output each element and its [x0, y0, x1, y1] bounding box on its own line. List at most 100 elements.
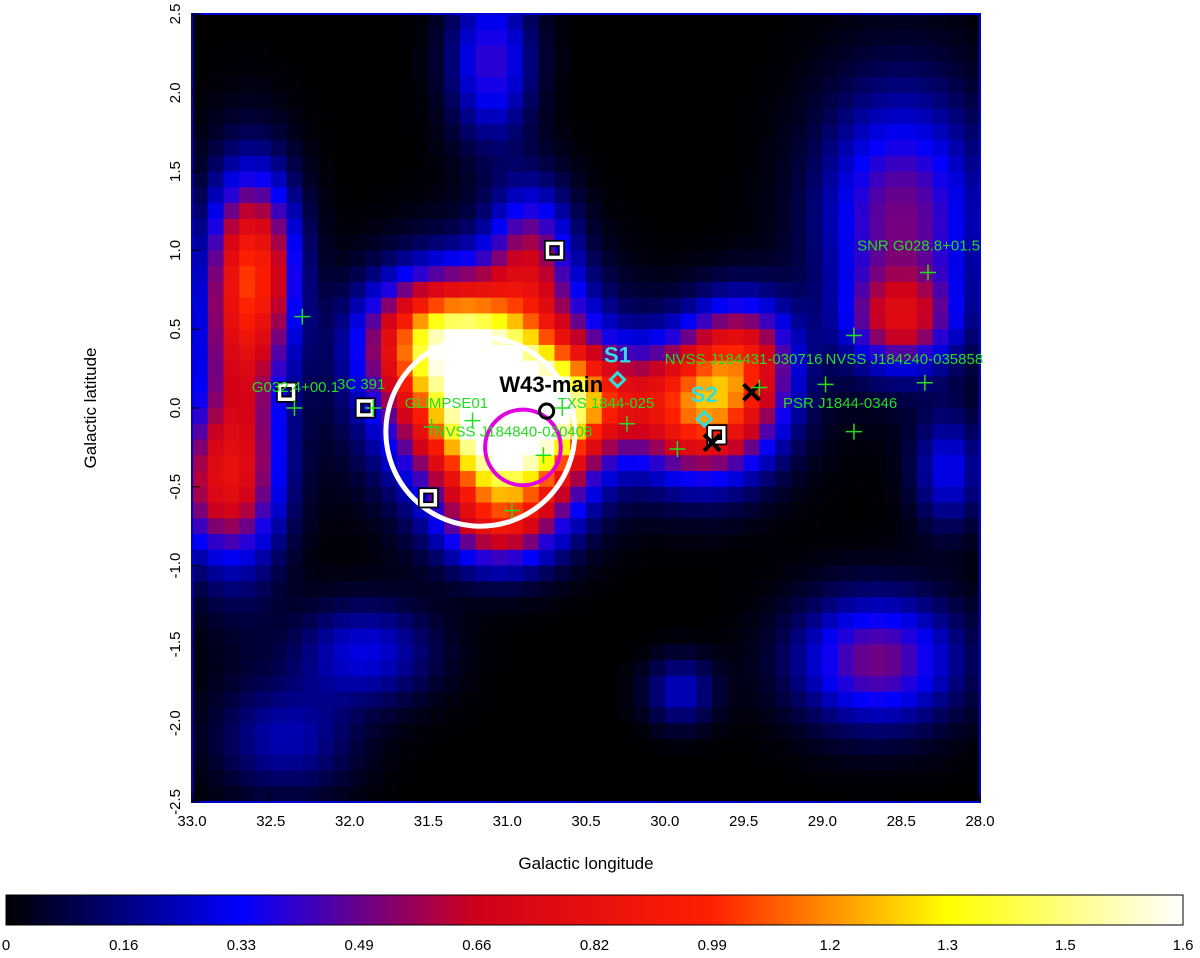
heatmap-cell [743, 187, 760, 204]
heatmap-cell [916, 738, 934, 756]
heatmap-cell [838, 770, 855, 787]
heatmap-cell [901, 423, 918, 441]
heatmap-cell [822, 14, 839, 31]
heatmap-cell [586, 565, 603, 582]
heatmap-cell [775, 612, 792, 630]
heatmap-cell [932, 108, 950, 125]
heatmap-cell [522, 61, 540, 78]
heatmap-cell [932, 376, 950, 393]
heatmap-cell [255, 423, 272, 441]
heatmap-cell [522, 644, 540, 661]
heatmap-cell [570, 597, 587, 614]
heatmap-cell [570, 628, 587, 645]
heatmap-cell [901, 313, 918, 330]
heatmap-cell [286, 408, 303, 425]
heatmap-cell [759, 707, 776, 724]
heatmap-cell [365, 549, 382, 567]
heatmap-cell [396, 675, 414, 693]
heatmap-cell [365, 691, 382, 709]
heatmap-cell [333, 124, 351, 141]
heatmap-cell [664, 203, 682, 220]
heatmap-cell [932, 234, 950, 251]
heatmap-cell [649, 281, 666, 299]
heatmap-cell [948, 92, 965, 110]
heatmap-cell [869, 408, 887, 425]
heatmap-cell [759, 297, 776, 315]
heatmap-cell [507, 250, 524, 267]
heatmap-cell [554, 518, 571, 535]
heatmap-cell [286, 14, 303, 31]
heatmap-cell [759, 486, 776, 504]
heatmap-cell [239, 250, 256, 267]
heatmap-cell [239, 266, 256, 283]
heatmap-cell [664, 723, 682, 740]
heatmap-cell [869, 471, 887, 488]
heatmap-cell [696, 660, 713, 677]
heatmap-cell [822, 754, 839, 772]
heatmap-cell [396, 628, 414, 645]
heatmap-cell [459, 297, 477, 315]
heatmap-cell [916, 392, 934, 409]
heatmap-cell [444, 187, 461, 204]
heatmap-cell [444, 392, 461, 409]
heatmap-cell [239, 344, 256, 362]
heatmap-cell [270, 439, 288, 456]
heatmap-cell [491, 786, 508, 803]
heatmap-cell [916, 518, 934, 535]
heatmap-cell [901, 455, 918, 472]
heatmap-cell [381, 597, 398, 614]
heatmap-cell [570, 297, 587, 315]
heatmap-cell [712, 266, 729, 283]
heatmap-cell [775, 597, 792, 614]
heatmap-cell [570, 360, 587, 378]
heatmap-cell [412, 329, 429, 346]
heatmap-cell [475, 660, 493, 677]
heatmap-cell [617, 738, 634, 756]
heatmap-cell [412, 597, 429, 614]
heatmap-cell [727, 770, 745, 787]
heatmap-cell [680, 439, 697, 456]
heatmap-cell [964, 770, 981, 787]
heatmap-cell [790, 723, 808, 740]
heatmap-cell [649, 770, 666, 787]
heatmap-cell [633, 408, 650, 425]
heatmap-cell [853, 77, 871, 94]
heatmap-cell [207, 376, 225, 393]
heatmap-cell [475, 266, 493, 283]
heatmap-cell [948, 140, 965, 157]
heatmap-cell [759, 266, 776, 283]
heatmap-cell [507, 266, 524, 283]
heatmap-cell [916, 360, 934, 378]
heatmap-cell [255, 502, 272, 519]
heatmap-cell [838, 92, 855, 110]
heatmap-cell [522, 14, 540, 31]
heatmap-cell [586, 786, 603, 803]
heatmap-cell [239, 612, 256, 630]
heatmap-cell [901, 486, 918, 504]
heatmap-cell [948, 281, 965, 299]
heatmap-cell [444, 707, 461, 724]
heatmap-cell [412, 581, 429, 598]
heatmap-cell [680, 723, 697, 740]
heatmap-cell [838, 628, 855, 645]
heatmap-cell [491, 738, 508, 756]
heatmap-cell [286, 723, 303, 740]
heatmap-cell [633, 77, 650, 94]
heatmap-cell [727, 45, 745, 62]
heatmap-cell [207, 281, 225, 299]
heatmap-cell [207, 628, 225, 645]
heatmap-cell [696, 770, 713, 787]
heatmap-cell [853, 565, 871, 582]
heatmap-cell [554, 738, 571, 756]
heatmap-cell [459, 313, 477, 330]
heatmap-cell [680, 360, 697, 378]
heatmap-cell [428, 581, 445, 598]
heatmap-cell [333, 329, 351, 346]
heatmap-cell [223, 203, 240, 220]
heatmap-cell [869, 360, 887, 378]
heatmap-cell [475, 691, 493, 709]
heatmap-cell [412, 518, 429, 535]
heatmap-cell [649, 77, 666, 94]
heatmap-cell [381, 171, 398, 188]
heatmap-cell [223, 234, 240, 251]
